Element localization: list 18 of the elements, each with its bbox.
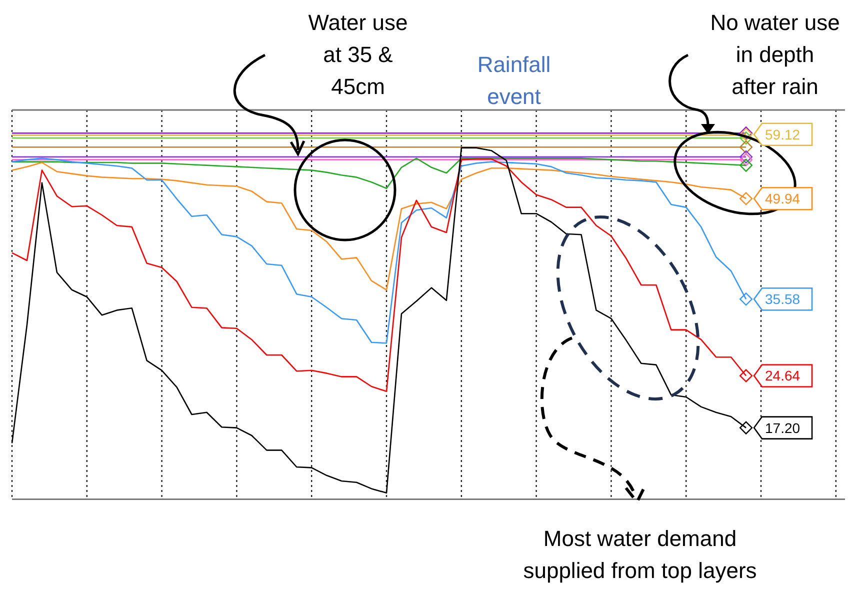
text: Water use at 35 & 45cm xyxy=(308,10,408,99)
point xyxy=(739,292,753,306)
point xyxy=(739,421,753,434)
point xyxy=(739,150,753,164)
text: No water use in depth after rain xyxy=(710,10,840,99)
point xyxy=(739,192,753,206)
point xyxy=(739,140,753,154)
point xyxy=(739,153,753,166)
data-label: 49.94 xyxy=(765,190,800,207)
point xyxy=(739,158,753,172)
data-label: 24.64 xyxy=(765,368,800,384)
point xyxy=(739,369,753,382)
text: Rainfall event xyxy=(477,52,551,109)
data-label: 35.58 xyxy=(765,291,800,308)
data-label: 17.20 xyxy=(765,420,800,436)
point xyxy=(739,131,753,145)
text: Most water demand supplied from top layers xyxy=(523,526,757,583)
data-label: 59.12 xyxy=(765,126,800,142)
